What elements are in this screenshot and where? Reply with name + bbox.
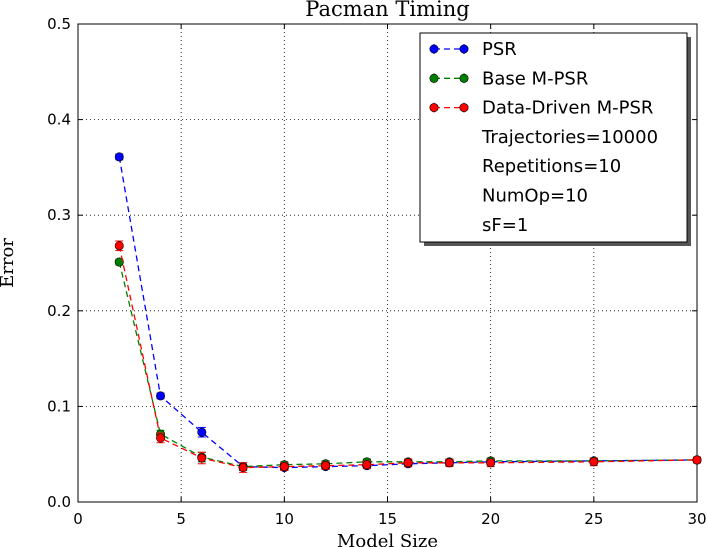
data-point bbox=[156, 433, 166, 443]
data-point bbox=[238, 463, 248, 473]
data-point bbox=[114, 257, 124, 267]
x-tick-label: 30 bbox=[687, 510, 706, 528]
x-tick-label: 0 bbox=[73, 510, 83, 528]
legend: PSR Base M-PSR Data-Driven M-PSR Trajectori… bbox=[419, 32, 691, 246]
chart-title: Pacman Timing bbox=[305, 0, 469, 21]
axes: 0 5 10 15 20 25 30 0.0 0.1 0.2 0.3 0.4 0.5 bbox=[47, 15, 706, 528]
legend-item: Base M-PSR bbox=[429, 68, 588, 89]
series-base-m-psr bbox=[114, 257, 702, 472]
series-line bbox=[118, 261, 698, 468]
y-tick-label: 0.3 bbox=[47, 206, 71, 224]
y-tick-label: 0.2 bbox=[47, 302, 71, 320]
data-point bbox=[279, 462, 289, 472]
legend-box bbox=[419, 32, 688, 243]
data-point bbox=[114, 152, 124, 162]
data-point bbox=[197, 453, 207, 463]
series-data-driven-m-psr bbox=[114, 240, 702, 473]
data-point bbox=[321, 461, 331, 471]
legend-annotation: Repetitions=10 bbox=[482, 156, 621, 177]
data-point bbox=[589, 457, 599, 467]
series-layer bbox=[114, 152, 702, 473]
y-tick-label: 0.0 bbox=[47, 493, 71, 511]
data-point bbox=[114, 241, 124, 251]
legend-item: PSR bbox=[429, 39, 517, 60]
legend-marker bbox=[429, 44, 439, 54]
series-line bbox=[118, 245, 698, 469]
legend-marker bbox=[429, 103, 439, 113]
data-point bbox=[486, 458, 496, 468]
legend-item: Data-Driven M-PSR bbox=[429, 98, 653, 119]
data-point bbox=[156, 391, 166, 401]
legend-annotation: NumOp=10 bbox=[482, 186, 588, 207]
y-tick-label: 0.1 bbox=[47, 397, 71, 415]
y-axis-title: Error bbox=[0, 238, 18, 288]
legend-annotation: Trajectories=10000 bbox=[481, 127, 658, 148]
data-point bbox=[444, 458, 454, 468]
legend-label: Base M-PSR bbox=[482, 68, 588, 89]
data-point bbox=[197, 427, 207, 437]
series-line bbox=[118, 156, 698, 469]
y-tick-label: 0.5 bbox=[47, 15, 71, 33]
legend-marker bbox=[429, 73, 439, 83]
x-tick-label: 15 bbox=[378, 510, 397, 528]
data-point bbox=[403, 458, 413, 468]
data-point bbox=[362, 460, 372, 470]
legend-label: Data-Driven M-PSR bbox=[482, 98, 653, 119]
x-axis-title: Model Size bbox=[337, 531, 438, 547]
y-tick-label: 0.4 bbox=[47, 111, 71, 129]
x-tick-label: 20 bbox=[481, 510, 500, 528]
x-tick-label: 25 bbox=[584, 510, 603, 528]
data-point bbox=[692, 455, 702, 465]
legend-label: PSR bbox=[482, 39, 517, 60]
x-tick-label: 10 bbox=[275, 510, 294, 528]
legend-annotation: sF=1 bbox=[482, 215, 528, 236]
x-tick-label: 5 bbox=[176, 510, 186, 528]
legend-marker bbox=[459, 103, 469, 113]
legend-marker bbox=[459, 44, 469, 54]
legend-marker bbox=[459, 73, 469, 83]
